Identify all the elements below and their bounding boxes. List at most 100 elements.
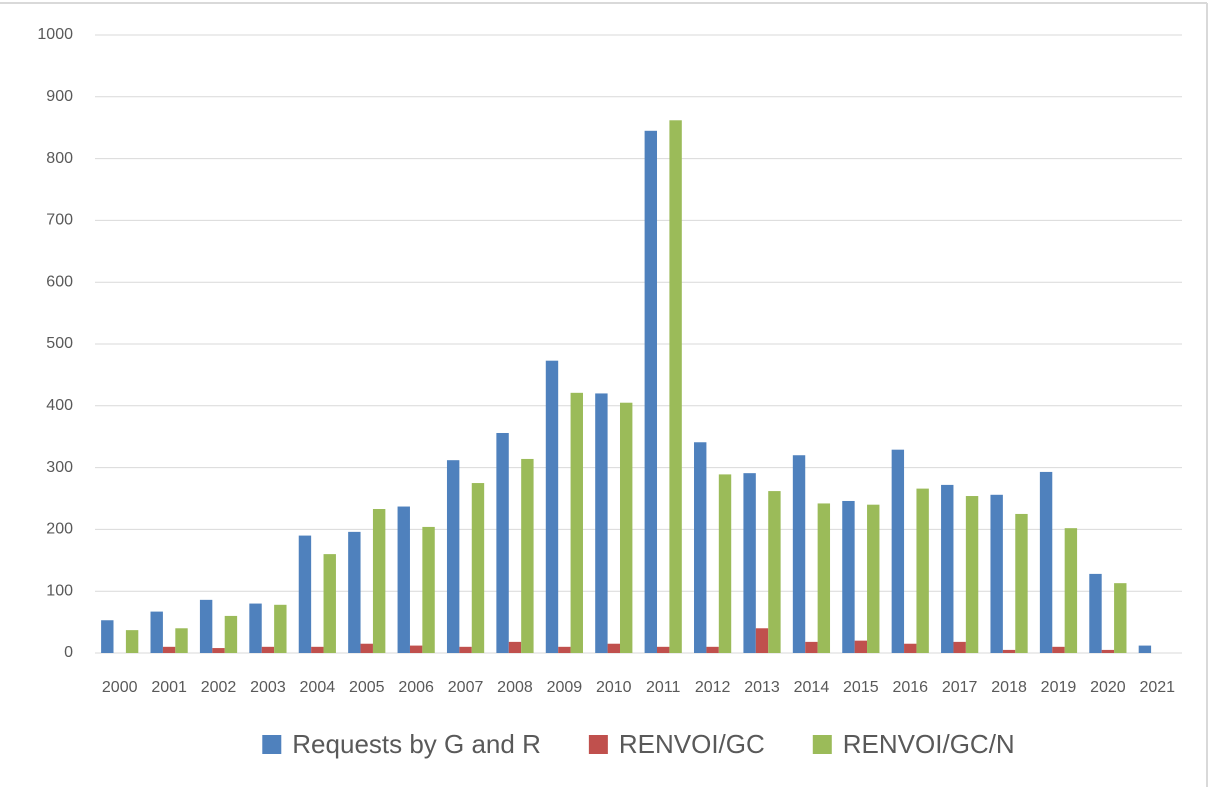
bar (311, 646, 324, 653)
x-tick-label: 2011 (646, 679, 681, 696)
bar (372, 509, 386, 653)
bar (496, 432, 509, 653)
bar (916, 488, 929, 653)
legend-swatch (812, 735, 832, 754)
bar (521, 458, 534, 653)
bar (891, 449, 905, 653)
bar (904, 643, 917, 653)
bar (1114, 583, 1127, 653)
bar (175, 628, 188, 653)
bar (619, 402, 633, 653)
bar (965, 496, 979, 653)
x-tick-label: 2005 (349, 679, 385, 696)
bar (422, 526, 435, 653)
bar (348, 531, 361, 653)
y-tick-label: 1000 (37, 26, 73, 43)
bar (125, 630, 139, 653)
legend-swatch (588, 735, 608, 754)
bar (842, 500, 855, 653)
x-tick-label: 2001 (151, 679, 187, 696)
y-tick-label: 200 (46, 521, 73, 538)
bar (150, 611, 163, 653)
x-tick-label: 2010 (596, 679, 632, 696)
bar (1064, 528, 1078, 653)
legend-label: Requests by G and R (292, 729, 541, 759)
bar (1089, 573, 1102, 653)
bar (1138, 645, 1152, 653)
x-tick-label: 2018 (991, 679, 1027, 696)
x-tick-label: 2002 (201, 679, 237, 696)
bar (1002, 649, 1016, 653)
bar (249, 603, 262, 653)
bar (298, 535, 312, 653)
legend-label: RENVOI/GC (619, 729, 765, 759)
y-tick-label: 0 (64, 644, 73, 661)
bar (360, 643, 373, 653)
bar (1101, 649, 1115, 653)
legend-label: RENVOI/GC/N (843, 729, 1015, 759)
y-tick-label: 600 (46, 273, 73, 290)
bar (854, 640, 868, 653)
bar (323, 554, 336, 653)
bar (768, 491, 781, 653)
bar (867, 504, 880, 653)
bar (545, 360, 559, 653)
y-tick-label: 900 (46, 88, 73, 105)
x-tick-label: 2003 (250, 679, 286, 696)
bar (471, 483, 485, 653)
y-tick-label: 500 (46, 335, 73, 352)
y-tick-label: 800 (46, 150, 73, 167)
bar (224, 615, 238, 653)
x-tick-label: 2012 (695, 679, 731, 696)
bar (669, 120, 682, 653)
x-tick-label: 2013 (744, 679, 780, 696)
bar (162, 646, 176, 653)
x-tick-label: 2019 (1041, 679, 1077, 696)
bar (990, 494, 1003, 653)
x-tick-label: 2008 (497, 679, 533, 696)
bar (953, 641, 966, 653)
bar (607, 643, 620, 653)
y-tick-label: 400 (46, 397, 73, 414)
bar (817, 503, 831, 653)
bar (274, 604, 287, 653)
x-tick-label: 2004 (300, 679, 336, 696)
bar (261, 646, 275, 653)
bar (558, 646, 571, 653)
x-tick-label: 2014 (794, 679, 830, 696)
bar (694, 442, 707, 653)
bar (508, 641, 522, 653)
bar (1052, 646, 1065, 653)
bar (755, 628, 769, 653)
bar (805, 641, 818, 653)
bar (595, 393, 608, 653)
bar (409, 645, 423, 653)
bar (644, 130, 658, 654)
bar (101, 620, 114, 653)
bar (718, 474, 732, 653)
bar (792, 455, 806, 653)
bar (397, 506, 410, 653)
bar (212, 648, 225, 653)
bar (459, 646, 472, 653)
bar (199, 599, 213, 653)
x-tick-label: 2006 (398, 679, 434, 696)
bar (706, 646, 719, 653)
bar (446, 460, 460, 653)
bar (1039, 471, 1053, 653)
x-tick-label: 2009 (547, 679, 583, 696)
x-tick-label: 2021 (1139, 679, 1175, 696)
bar (1015, 513, 1028, 653)
x-tick-label: 2000 (102, 679, 138, 696)
bar (941, 484, 954, 653)
bar (743, 473, 756, 653)
bar (570, 392, 583, 653)
bar (657, 646, 670, 653)
x-tick-label: 2020 (1090, 679, 1126, 696)
x-tick-label: 2016 (892, 679, 928, 696)
y-tick-label: 700 (46, 212, 73, 229)
x-tick-label: 2007 (448, 679, 484, 696)
x-tick-label: 2015 (843, 679, 879, 696)
legend-swatch (262, 735, 282, 754)
